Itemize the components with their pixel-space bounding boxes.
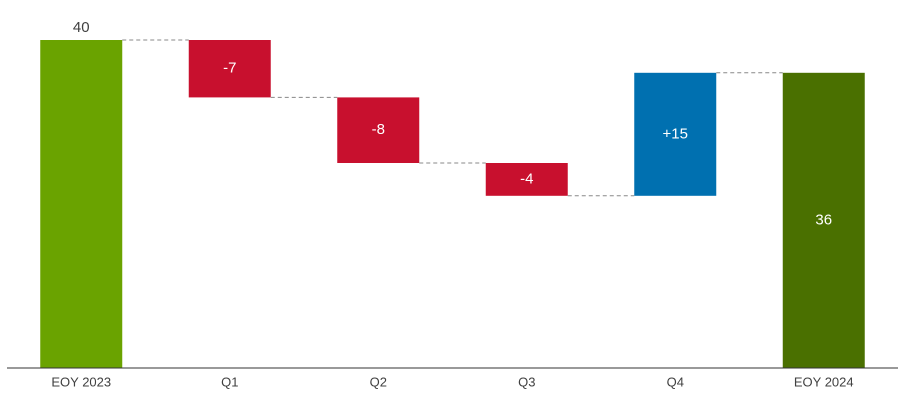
x-tick-label: Q4 [667, 374, 684, 389]
bar [188, 40, 271, 98]
value-label: -7 [223, 60, 236, 77]
bar [634, 72, 717, 196]
bar [40, 40, 123, 368]
value-label: -8 [372, 121, 385, 138]
bar [337, 97, 420, 163]
value-label: 40 [73, 19, 90, 36]
bar [782, 72, 865, 369]
value-label: 36 [815, 211, 832, 228]
x-tick-label: EOY 2023 [51, 374, 111, 389]
value-label: -4 [520, 170, 533, 187]
x-tick-label: EOY 2024 [794, 374, 854, 389]
x-tick-label: Q1 [221, 374, 238, 389]
bar [485, 163, 568, 196]
value-label: +15 [663, 125, 688, 142]
x-tick-label: Q3 [518, 374, 535, 389]
x-tick-label: Q2 [370, 374, 387, 389]
